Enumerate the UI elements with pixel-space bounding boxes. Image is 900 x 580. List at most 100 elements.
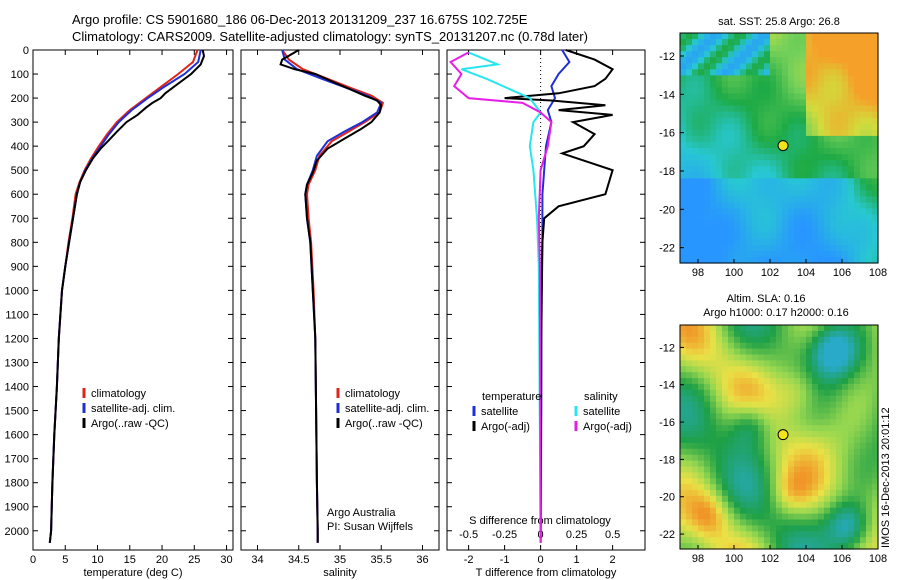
- sst_map-cell: [818, 178, 825, 185]
- sla_map-cell: [800, 401, 807, 409]
- sst_map-cell: [824, 111, 831, 119]
- sst_map-cell: [716, 148, 723, 155]
- sst_map-cell: [752, 190, 759, 198]
- sla_map-cell: [866, 431, 873, 438]
- sla_map-cell: [818, 472, 825, 479]
- sla_map-cell: [680, 495, 687, 503]
- salinity-legend-item: Argo(..raw -QC): [345, 418, 423, 430]
- sla_map-cell: [860, 348, 867, 356]
- sst_map-cell: [716, 33, 723, 40]
- sst_map-cell: [836, 250, 843, 258]
- sla_map-cell: [806, 336, 813, 344]
- sst_map-cell: [788, 75, 795, 83]
- sst_map-cell: [836, 75, 843, 83]
- sla_map-cell: [680, 389, 687, 397]
- sla_map-cell: [728, 460, 735, 468]
- sla_map-cell: [854, 490, 861, 497]
- sla_map-cell: [686, 478, 693, 485]
- sst_map-cell: [692, 87, 699, 95]
- sla_map-cell: [710, 413, 717, 420]
- sst_map-cell: [686, 220, 693, 228]
- sst_map-cell: [788, 99, 795, 107]
- sla_map-cell: [686, 466, 693, 473]
- sst_map-cell: [842, 57, 849, 64]
- sst_map-cell: [770, 166, 777, 173]
- sst_map-cell: [692, 93, 699, 101]
- sla_map-cell: [734, 413, 741, 420]
- sst_map-cell: [866, 87, 873, 95]
- sla_map-cell: [866, 448, 873, 456]
- sst_map-cell: [800, 69, 807, 76]
- sst_map-cell: [866, 178, 873, 185]
- sst_map-cell: [812, 117, 819, 125]
- sla_map-cell: [830, 336, 837, 344]
- sla_map-cell: [728, 525, 735, 532]
- sla_map-cell: [854, 419, 861, 426]
- sst_map-cell: [836, 45, 843, 52]
- sst_map-cell: [860, 256, 867, 264]
- sla_map-cell: [692, 513, 699, 521]
- sst_map-cell: [734, 57, 741, 64]
- sla_map-cell: [830, 495, 837, 503]
- sla_map-cell: [782, 507, 789, 515]
- sst_map-cell: [866, 256, 873, 264]
- sla_map-cell: [764, 407, 771, 414]
- sla_map-cell: [770, 537, 777, 544]
- sla_map-cell: [764, 383, 771, 391]
- sla_map-cell: [824, 454, 831, 462]
- sla_map-cell: [758, 490, 765, 497]
- sst_map-cell: [770, 208, 777, 216]
- sst_map-cell: [752, 220, 759, 228]
- sst_map-cell: [866, 123, 873, 131]
- sst_map-cell: [812, 99, 819, 107]
- sla_map-cell: [782, 472, 789, 479]
- sst_map-cell: [740, 250, 747, 258]
- sla_map-cell: [872, 425, 879, 432]
- sst_map-cell: [758, 105, 765, 113]
- sst_map-cell: [812, 220, 819, 228]
- sst_map-cell: [782, 232, 789, 240]
- sst_map-cell: [740, 154, 747, 161]
- sla_map-cell: [860, 466, 867, 473]
- sst_map-cell: [716, 202, 723, 210]
- sst_map-cell: [746, 117, 753, 125]
- sla_map-cell: [794, 472, 801, 479]
- sst_map-cell: [836, 99, 843, 107]
- sst_map-cell: [698, 45, 705, 52]
- sst_map-cell: [716, 39, 723, 46]
- sst_map-cell: [860, 208, 867, 216]
- sla_map-cell: [824, 466, 831, 473]
- sla_map-cell: [686, 372, 693, 379]
- sla_map-cell: [752, 484, 759, 491]
- sst_map-cell: [770, 33, 777, 40]
- sla_map-cell: [854, 348, 861, 356]
- sla_map-cell: [830, 330, 837, 338]
- argo-australia-text: Argo Australia: [327, 507, 396, 519]
- sla_map-ytick-label: -18: [659, 454, 675, 466]
- sla_map-cell: [680, 378, 687, 385]
- sst_map-cell: [740, 166, 747, 173]
- sst_map-cell: [776, 238, 783, 246]
- sla_map-cell: [812, 460, 819, 468]
- sst_map-cell: [872, 154, 879, 161]
- sla_map-cell: [788, 342, 795, 350]
- sla_map-cell: [842, 413, 849, 420]
- sla_map-cell: [800, 525, 807, 532]
- difference-xtick-label: 1: [574, 554, 580, 566]
- sst_map-cell: [728, 196, 735, 204]
- sst_map-cell: [794, 148, 801, 155]
- sla_map-cell: [812, 389, 819, 397]
- sla_map-cell: [836, 360, 843, 367]
- sla_map-cell: [836, 448, 843, 456]
- sla_map-cell: [764, 354, 771, 361]
- sla_map-cell: [812, 360, 819, 367]
- sst_map-cell: [776, 135, 783, 143]
- sla_map-cell: [692, 448, 699, 456]
- sst_map-cell: [824, 87, 831, 95]
- temperature-xlabel: temperature (deg C): [83, 567, 182, 579]
- sst_map-cell: [818, 256, 825, 264]
- sla_map-cell: [734, 472, 741, 479]
- sst_map-cell: [788, 39, 795, 46]
- sla_map-cell: [872, 513, 879, 521]
- sst_map-cell: [692, 202, 699, 210]
